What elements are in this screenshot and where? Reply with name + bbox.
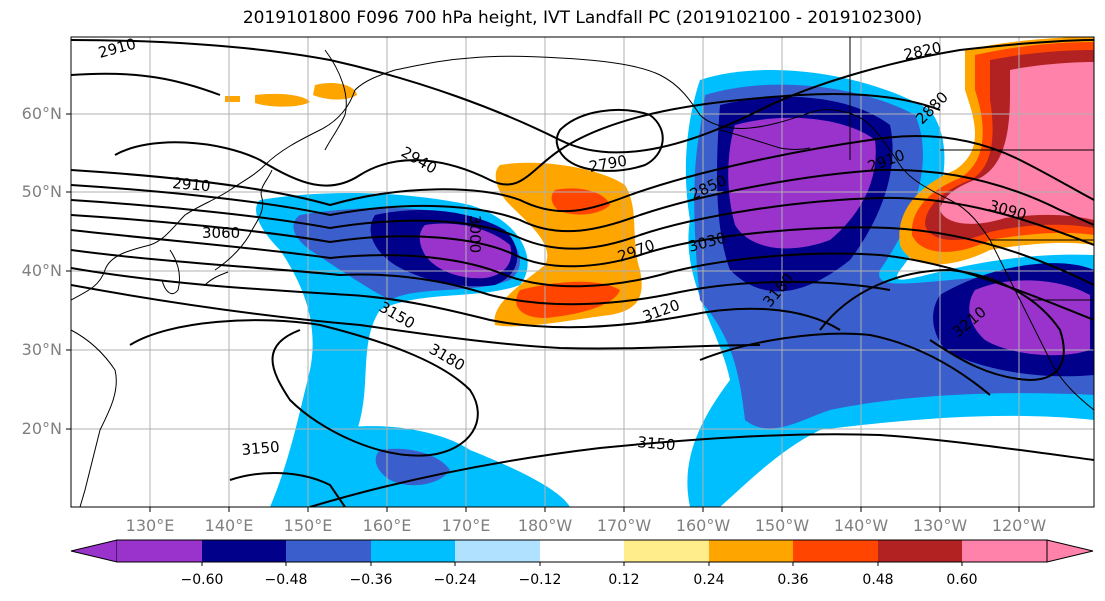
colorbar-segment — [709, 540, 793, 562]
map-title: 2019101800 F096 700 hPa height, IVT Land… — [242, 8, 923, 28]
kamchatka-coast — [324, 49, 347, 151]
lon-label-130w: 130°W — [912, 516, 968, 535]
coastlines — [71, 37, 1094, 507]
contour-label: 3000 — [466, 215, 484, 253]
colorbar-tick-label: −0.36 — [349, 572, 393, 588]
lat-label-30n: 30°N — [21, 340, 62, 359]
lon-label-180w: 180°W — [517, 516, 573, 535]
colorbar-tick-label: 0.12 — [608, 572, 640, 588]
colorbar-segment — [202, 540, 286, 562]
colorbar-segment — [793, 540, 878, 562]
colorbar — [70, 539, 1094, 566]
colorbar-tick-label: 0.48 — [862, 572, 894, 588]
colorbar-segment — [624, 540, 709, 562]
china-coast — [71, 329, 117, 507]
colorbar-tick-label: 0.60 — [946, 572, 978, 588]
lon-label-160e: 160°E — [362, 516, 412, 535]
contour-label: 3150 — [241, 438, 281, 459]
colorbar-tick-label: −0.48 — [264, 572, 308, 588]
alaska-coast — [559, 57, 1094, 411]
map-area: 2910 2820 2880 2940 2790 2910 2850 2910 … — [71, 37, 1094, 507]
colorbar-tick-label: −0.24 — [433, 572, 477, 588]
lat-label-20n: 20°N — [21, 419, 62, 438]
asia-coastline — [71, 55, 561, 301]
colorbar-tick-label: −0.60 — [180, 572, 224, 588]
aleutian-islands — [719, 129, 811, 150]
map-frame — [70, 36, 1095, 508]
lon-label-150e: 150°E — [283, 516, 333, 535]
colorbar-tick-label: 0.36 — [777, 572, 809, 588]
contour-label: 2910 — [172, 174, 212, 195]
colorbar-segment — [371, 540, 455, 562]
lat-label-60n: 60°N — [21, 104, 62, 123]
colorbar-segment — [540, 540, 624, 562]
colorbar-segment — [878, 540, 962, 562]
colorbar-segment — [286, 540, 371, 562]
lon-label-170e: 170°E — [441, 516, 491, 535]
lat-label-40n: 40°N — [21, 261, 62, 280]
lat-ticks — [66, 113, 71, 430]
contour-label: 3060 — [202, 224, 240, 242]
lon-label-120w: 120°W — [991, 516, 1047, 535]
lon-label-130e: 130°E — [125, 516, 175, 535]
colorbar-segment — [455, 540, 540, 562]
colorbar-tick-label: 0.24 — [693, 572, 725, 588]
japan-coast — [204, 169, 273, 286]
colorbar-segment — [117, 540, 202, 562]
us-borders — [990, 239, 1094, 301]
colorbar-segment — [962, 540, 1047, 562]
contour-label: 3150 — [637, 433, 677, 454]
lon-label-170w: 170°W — [596, 516, 652, 535]
colorbar-tick-label: −0.12 — [518, 572, 562, 588]
lat-label-50n: 50°N — [21, 182, 62, 201]
colorbar-segment — [70, 539, 118, 563]
lon-ticks — [149, 507, 1020, 512]
lon-label-150w: 150°W — [754, 516, 810, 535]
lon-label-140w: 140°W — [833, 516, 889, 535]
lon-label-160w: 160°W — [675, 516, 731, 535]
lon-label-140e: 140°E — [204, 516, 254, 535]
height-contours — [71, 39, 1094, 507]
ivt-negative-anomaly-east — [685, 70, 1094, 507]
canada-border — [849, 37, 1094, 160]
colorbar-segment — [1046, 539, 1094, 563]
